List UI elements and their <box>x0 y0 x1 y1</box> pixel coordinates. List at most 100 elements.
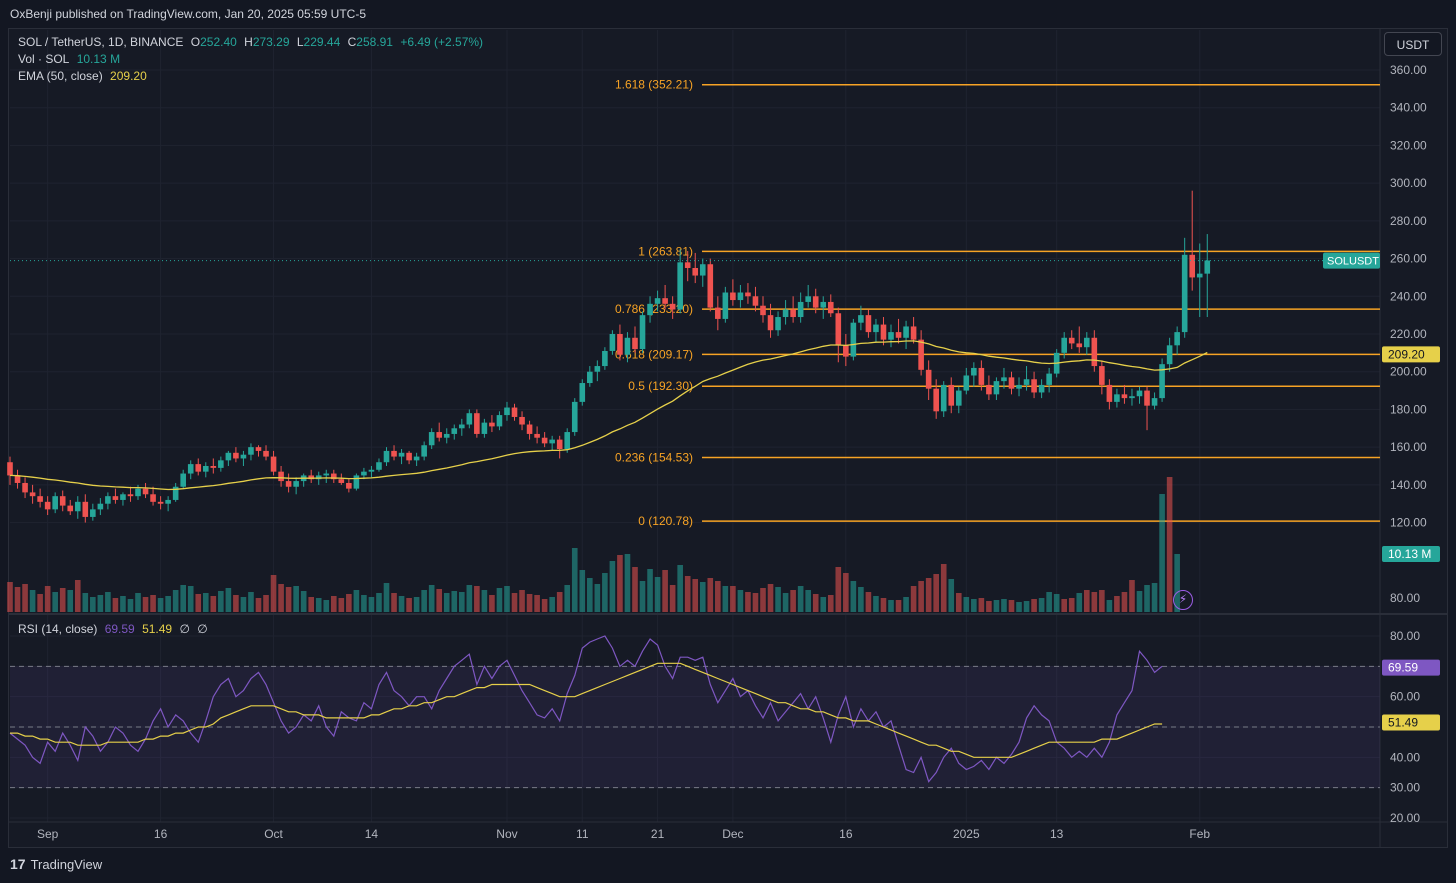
candle-body <box>135 488 141 497</box>
volume-bar <box>722 586 729 612</box>
ema-price-label-bg <box>1382 346 1440 363</box>
volume-bar <box>157 598 164 612</box>
volume-bar <box>74 580 81 612</box>
chart-frame[interactable] <box>8 28 1448 848</box>
volume-bar <box>654 577 661 612</box>
candle-body <box>90 509 96 517</box>
volume-bar <box>263 595 269 612</box>
volume-bar <box>368 597 375 612</box>
candle-body <box>722 292 729 319</box>
candle-body <box>120 494 126 500</box>
volume-bar <box>594 584 601 612</box>
symbol-legend: SOL / TetherUS, 1D, BINANCE O252.40 H273… <box>18 35 487 49</box>
price-tick-label: 260.00 <box>1390 252 1427 266</box>
footer-brand: 17 TradingView <box>10 856 102 872</box>
candle-body <box>285 481 292 487</box>
candle-body <box>617 334 623 355</box>
high-label: H <box>244 35 253 49</box>
candle-body <box>1129 396 1135 399</box>
candle-body <box>218 460 224 468</box>
volume-bar <box>406 598 412 612</box>
volume-bar <box>715 581 721 612</box>
volume-bar <box>669 585 676 612</box>
candle-body <box>1166 345 1173 365</box>
volume-bar <box>315 598 322 612</box>
volume-bar <box>805 590 811 612</box>
volume-bar <box>587 578 593 612</box>
candle-body <box>790 309 796 318</box>
volume-bar <box>692 579 699 612</box>
volume-bar <box>255 598 262 612</box>
volume-bar <box>202 593 209 612</box>
candle-body <box>398 452 405 457</box>
candle-body <box>323 473 330 476</box>
candle-body <box>1136 390 1143 397</box>
candle-body <box>240 454 247 459</box>
candle-body <box>730 292 736 301</box>
volume-bar <box>730 586 736 612</box>
volume-bar <box>195 594 202 612</box>
volume-bar <box>752 593 759 612</box>
lightning-icon[interactable]: ⚡ <box>1173 590 1193 610</box>
volume-bar <box>285 587 292 612</box>
candle-body <box>1008 377 1015 389</box>
time-tick-label: 14 <box>365 827 379 841</box>
price-tick-label: 140.00 <box>1390 478 1427 492</box>
candle-body <box>1099 366 1105 385</box>
volume-price-label: 10.13 M <box>1388 547 1431 561</box>
rsi-legend: RSI (14, close) 69.59 51.49 ∅ ∅ <box>18 622 212 636</box>
volume-bar <box>571 548 578 612</box>
volume-bar <box>383 583 390 612</box>
volume-bar <box>376 593 382 612</box>
candle-body <box>850 322 857 357</box>
ema-legend: EMA (50, close) 209.20 <box>18 69 151 83</box>
volume-bar <box>82 593 89 612</box>
time-tick-label: 11 <box>576 827 589 841</box>
candle-body <box>127 494 134 497</box>
price-tick-label: 120.00 <box>1390 516 1427 530</box>
volume-bar <box>940 564 947 612</box>
candle-body <box>67 505 74 512</box>
volume-bar <box>293 586 299 612</box>
volume-bar <box>903 597 909 612</box>
volume-bar <box>504 586 510 612</box>
volume-bar <box>1136 591 1143 612</box>
candle-body <box>428 432 435 446</box>
candle-body <box>760 305 766 316</box>
volume-bar <box>142 597 149 612</box>
candle-body <box>105 496 111 504</box>
volume-bar <box>127 599 134 612</box>
volume-bar <box>37 594 43 612</box>
volume-bar <box>632 567 638 612</box>
candle-body <box>684 262 691 268</box>
candle-body <box>873 324 879 333</box>
volume-bar <box>797 586 804 612</box>
volume-bar <box>7 582 13 612</box>
volume-bar <box>338 598 345 612</box>
volume-bar <box>865 592 872 612</box>
ema-price-label: 209.20 <box>1388 347 1425 361</box>
candle-body <box>925 369 932 389</box>
candle-body <box>1001 377 1007 382</box>
time-tick-label: Nov <box>496 827 517 841</box>
volume-bar <box>1144 585 1150 612</box>
volume-bar <box>519 590 525 612</box>
currency-button[interactable]: USDT <box>1384 32 1442 56</box>
candle-body <box>383 450 390 463</box>
volume-bar <box>933 574 939 612</box>
volume-bar <box>564 585 571 612</box>
candle-body <box>22 482 28 493</box>
candle-body <box>82 501 89 517</box>
volume-bar <box>248 592 254 612</box>
low-value: 229.44 <box>303 35 341 49</box>
volume-bar <box>421 590 427 612</box>
symbol-tag-bg <box>1323 252 1380 269</box>
volume-bar <box>278 584 284 612</box>
candle-body <box>368 469 375 472</box>
volume-bar <box>1166 477 1173 612</box>
candle-body <box>775 317 781 331</box>
candle-body <box>1204 260 1211 274</box>
volume-bar <box>820 597 827 612</box>
candle-body <box>1091 337 1098 367</box>
